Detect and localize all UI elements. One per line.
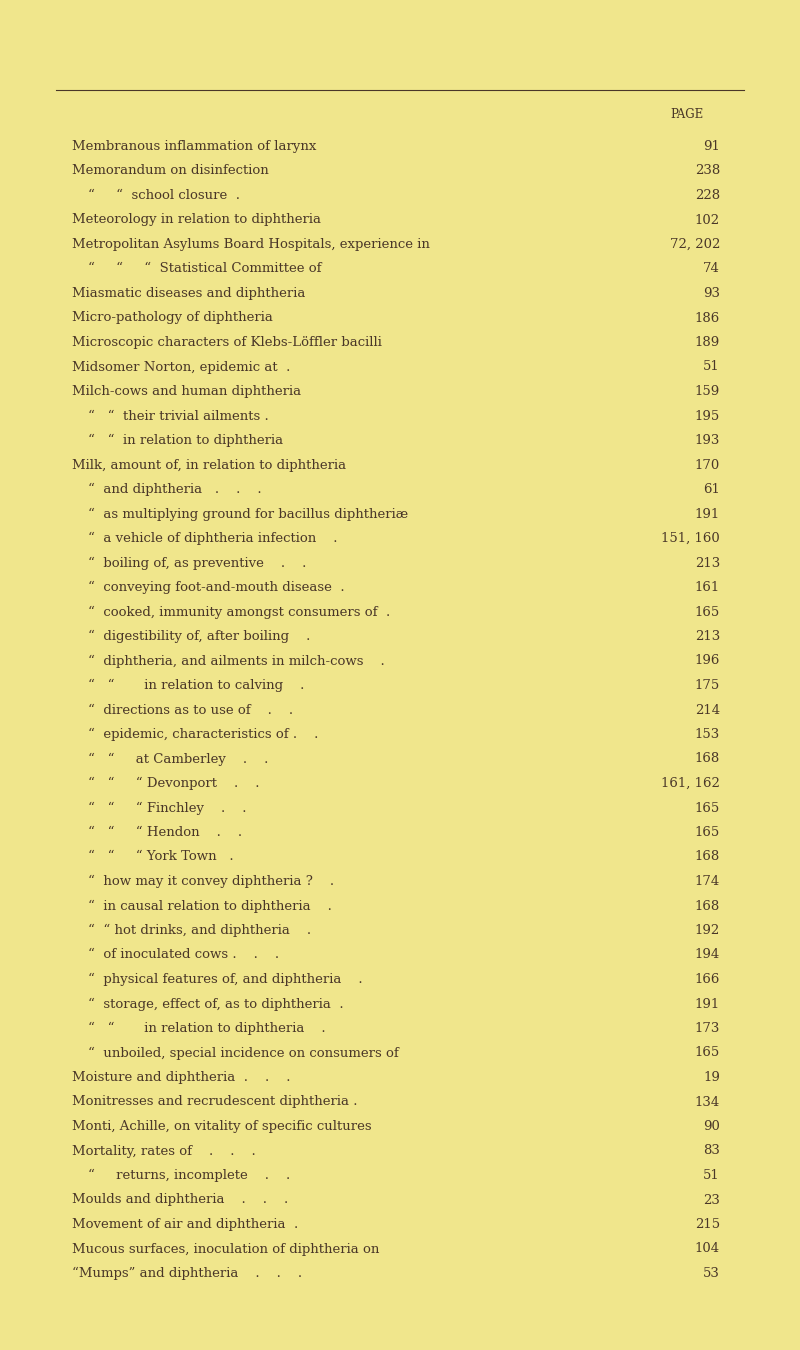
Text: 61: 61: [703, 483, 720, 495]
Text: 165: 165: [694, 606, 720, 618]
Text: 134: 134: [694, 1095, 720, 1108]
Text: “   “     at Camberley    .    .: “ “ at Camberley . .: [88, 752, 268, 765]
Text: Membranous inflammation of larynx: Membranous inflammation of larynx: [72, 140, 316, 153]
Text: 23: 23: [703, 1193, 720, 1207]
Text: “  in causal relation to diphtheria    .: “ in causal relation to diphtheria .: [88, 899, 332, 913]
Text: Movement of air and diphtheria  .: Movement of air and diphtheria .: [72, 1218, 298, 1231]
Text: “  physical features of, and diphtheria    .: “ physical features of, and diphtheria .: [88, 973, 362, 987]
Text: Meteorology in relation to diphtheria: Meteorology in relation to diphtheria: [72, 213, 321, 227]
Text: 53: 53: [703, 1268, 720, 1280]
Text: “  and diphtheria   .    .    .: “ and diphtheria . . .: [88, 483, 262, 497]
Text: 213: 213: [694, 630, 720, 643]
Text: Memorandum on disinfection: Memorandum on disinfection: [72, 165, 269, 177]
Text: 191: 191: [694, 508, 720, 521]
Text: 93: 93: [703, 288, 720, 300]
Text: “     “  school closure  .: “ “ school closure .: [88, 189, 240, 202]
Text: 165: 165: [694, 826, 720, 838]
Text: “   “       in relation to diphtheria    .: “ “ in relation to diphtheria .: [88, 1022, 326, 1035]
Text: 102: 102: [695, 213, 720, 227]
Text: PAGE: PAGE: [670, 108, 704, 122]
Text: 191: 191: [694, 998, 720, 1011]
Text: “   “       in relation to calving    .: “ “ in relation to calving .: [88, 679, 304, 693]
Text: “     returns, incomplete    .    .: “ returns, incomplete . .: [88, 1169, 290, 1183]
Text: “  storage, effect of, as to diphtheria  .: “ storage, effect of, as to diphtheria .: [88, 998, 344, 1011]
Text: 195: 195: [694, 409, 720, 423]
Text: 83: 83: [703, 1145, 720, 1157]
Text: 196: 196: [694, 655, 720, 667]
Text: 51: 51: [703, 1169, 720, 1183]
Text: “  of inoculated cows .    .    .: “ of inoculated cows . . .: [88, 949, 279, 961]
Text: Mortality, rates of    .    .    .: Mortality, rates of . . .: [72, 1145, 256, 1157]
Text: 175: 175: [694, 679, 720, 693]
Text: “   “     “ Hendon    .    .: “ “ “ Hendon . .: [88, 826, 242, 838]
Text: Microscopic characters of Klebs-Löffler bacilli: Microscopic characters of Klebs-Löffler …: [72, 336, 382, 350]
Text: “  diphtheria, and ailments in milch-cows    .: “ diphtheria, and ailments in milch-cows…: [88, 655, 385, 668]
Text: “   “  their trivial ailments .: “ “ their trivial ailments .: [88, 409, 269, 423]
Text: 192: 192: [694, 923, 720, 937]
Text: “  digestibility of, after boiling    .: “ digestibility of, after boiling .: [88, 630, 310, 643]
Text: 151, 160: 151, 160: [662, 532, 720, 545]
Text: Milk, amount of, in relation to diphtheria: Milk, amount of, in relation to diphther…: [72, 459, 346, 471]
Text: 173: 173: [694, 1022, 720, 1035]
Text: 74: 74: [703, 262, 720, 275]
Text: “   “     “ Devonport    .    .: “ “ “ Devonport . .: [88, 778, 259, 790]
Text: Monitresses and recrudescent diphtheria .: Monitresses and recrudescent diphtheria …: [72, 1095, 358, 1108]
Text: “  as multiplying ground for bacillus diphtheriæ: “ as multiplying ground for bacillus dip…: [88, 508, 408, 521]
Text: “   “  in relation to diphtheria: “ “ in relation to diphtheria: [88, 433, 283, 447]
Text: Midsomer Norton, epidemic at  .: Midsomer Norton, epidemic at .: [72, 360, 290, 374]
Text: Moisture and diphtheria  .    .    .: Moisture and diphtheria . . .: [72, 1071, 290, 1084]
Text: Mucous surfaces, inoculation of diphtheria on: Mucous surfaces, inoculation of diphther…: [72, 1242, 379, 1256]
Text: 166: 166: [694, 973, 720, 985]
Text: Monti, Achille, on vitality of specific cultures: Monti, Achille, on vitality of specific …: [72, 1120, 372, 1133]
Text: 90: 90: [703, 1120, 720, 1133]
Text: Miasmatic diseases and diphtheria: Miasmatic diseases and diphtheria: [72, 288, 306, 300]
Text: 215: 215: [695, 1218, 720, 1231]
Text: 189: 189: [694, 336, 720, 350]
Text: 168: 168: [694, 899, 720, 913]
Text: 161, 162: 161, 162: [661, 778, 720, 790]
Text: Moulds and diphtheria    .    .    .: Moulds and diphtheria . . .: [72, 1193, 288, 1207]
Text: 193: 193: [694, 433, 720, 447]
Text: 19: 19: [703, 1071, 720, 1084]
Text: “  unboiled, special incidence on consumers of: “ unboiled, special incidence on consume…: [88, 1046, 398, 1060]
Text: “  epidemic, characteristics of .    .: “ epidemic, characteristics of . .: [88, 728, 318, 741]
Text: “   “     “ York Town   .: “ “ “ York Town .: [88, 850, 234, 864]
Text: Micro-pathology of diphtheria: Micro-pathology of diphtheria: [72, 312, 273, 324]
Text: 168: 168: [694, 850, 720, 864]
Text: 153: 153: [694, 728, 720, 741]
Text: 159: 159: [694, 385, 720, 398]
Text: 186: 186: [694, 312, 720, 324]
Text: “  directions as to use of    .    .: “ directions as to use of . .: [88, 703, 293, 717]
Text: 72, 202: 72, 202: [670, 238, 720, 251]
Text: “  “ hot drinks, and diphtheria    .: “ “ hot drinks, and diphtheria .: [88, 923, 311, 937]
Text: 170: 170: [694, 459, 720, 471]
Text: “  cooked, immunity amongst consumers of  .: “ cooked, immunity amongst consumers of …: [88, 606, 390, 618]
Text: 165: 165: [694, 802, 720, 814]
Text: “  a vehicle of diphtheria infection    .: “ a vehicle of diphtheria infection .: [88, 532, 338, 545]
Text: “Mumps” and diphtheria    .    .    .: “Mumps” and diphtheria . . .: [72, 1268, 302, 1280]
Text: “     “     “  Statistical Committee of: “ “ “ Statistical Committee of: [88, 262, 322, 275]
Text: 194: 194: [694, 949, 720, 961]
Text: “  how may it convey diphtheria ?    .: “ how may it convey diphtheria ? .: [88, 875, 334, 888]
Text: 213: 213: [694, 556, 720, 570]
Text: “  conveying foot-and-mouth disease  .: “ conveying foot-and-mouth disease .: [88, 580, 345, 594]
Text: 51: 51: [703, 360, 720, 374]
Text: 238: 238: [694, 165, 720, 177]
Text: 214: 214: [695, 703, 720, 717]
Text: 174: 174: [694, 875, 720, 888]
Text: 228: 228: [695, 189, 720, 202]
Text: 168: 168: [694, 752, 720, 765]
Text: Milch-cows and human diphtheria: Milch-cows and human diphtheria: [72, 385, 301, 398]
Text: 161: 161: [694, 580, 720, 594]
Text: 165: 165: [694, 1046, 720, 1060]
Text: “   “     “ Finchley    .    .: “ “ “ Finchley . .: [88, 802, 246, 815]
Text: “  boiling of, as preventive    .    .: “ boiling of, as preventive . .: [88, 556, 306, 570]
Text: Metropolitan Asylums Board Hospitals, experience in: Metropolitan Asylums Board Hospitals, ex…: [72, 238, 430, 251]
Text: 104: 104: [695, 1242, 720, 1256]
Text: 91: 91: [703, 140, 720, 153]
